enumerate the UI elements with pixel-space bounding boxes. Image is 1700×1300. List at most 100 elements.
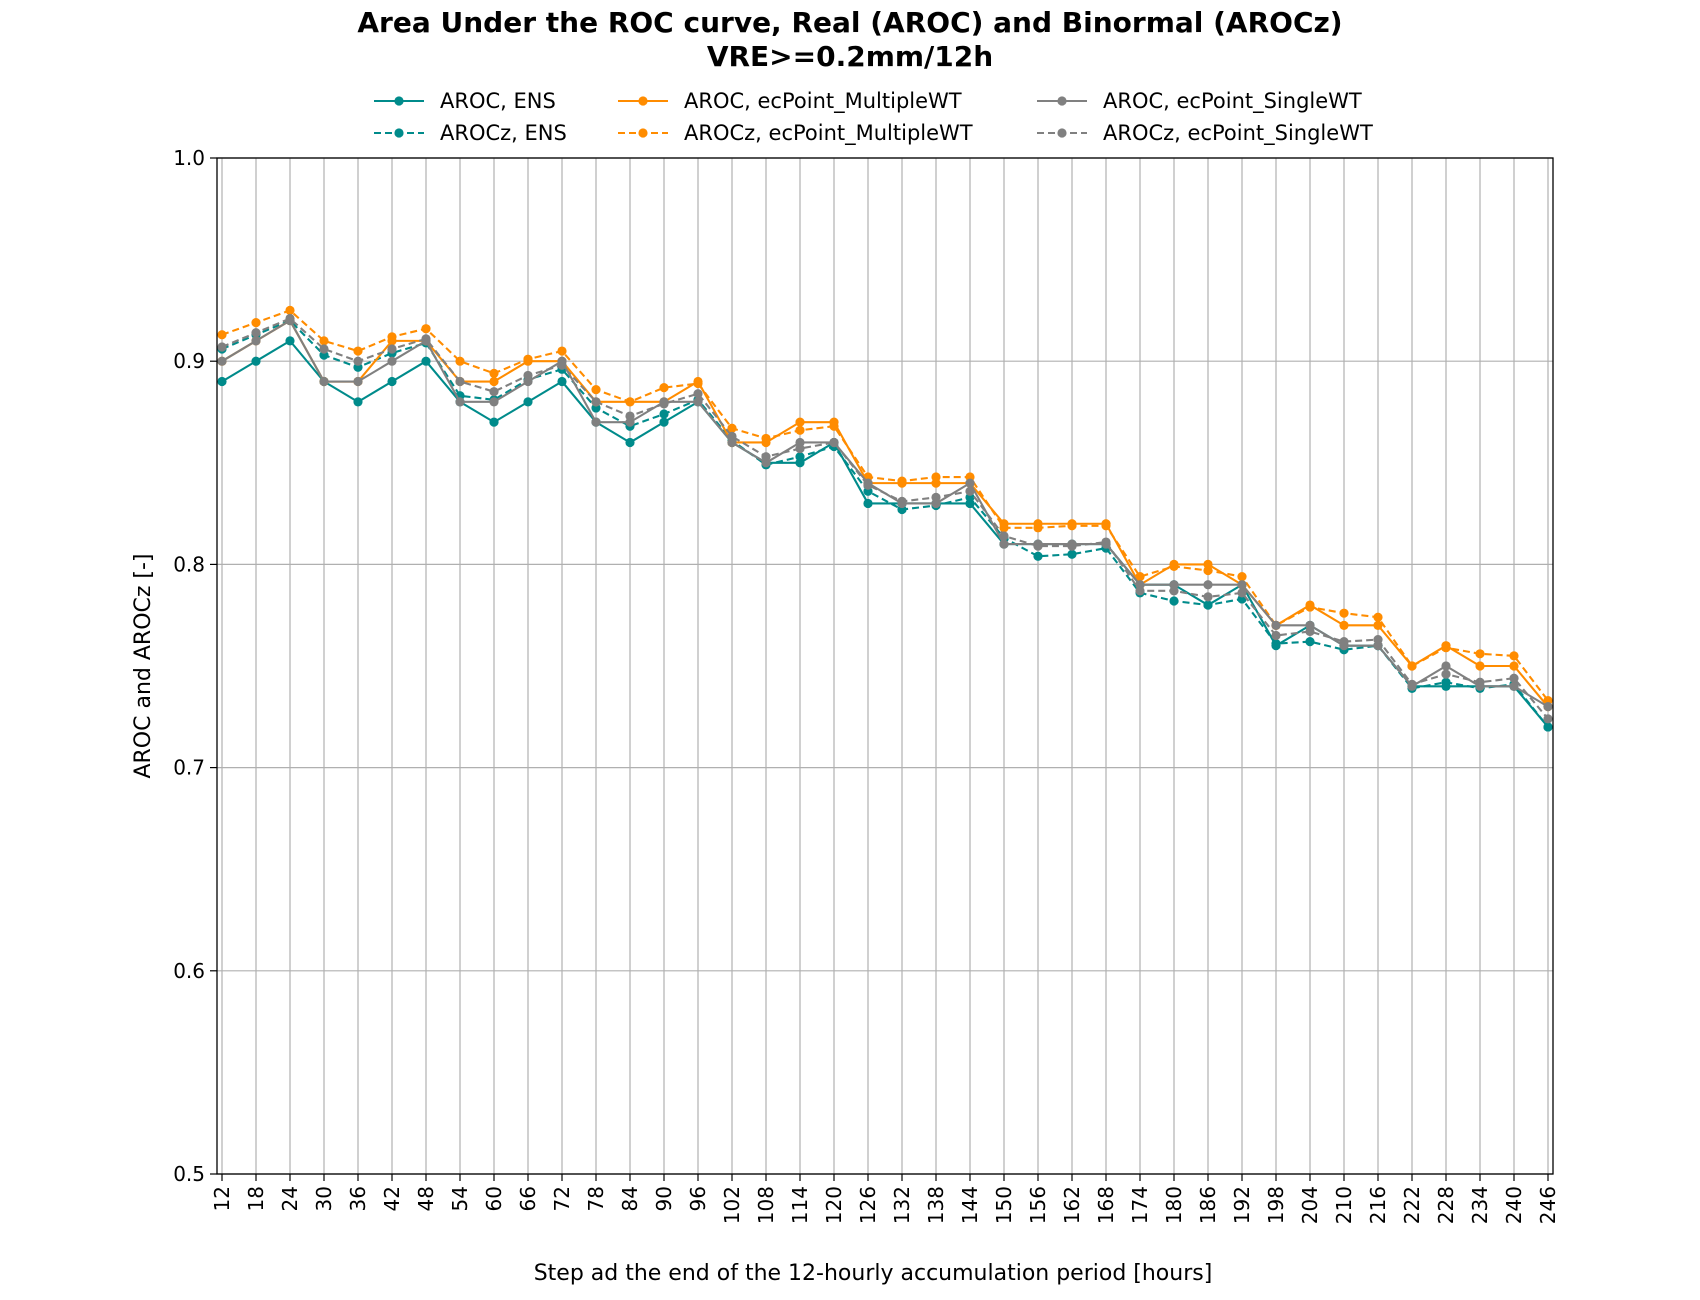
- legend: AROC, ENS AROCz, ENS AROC, ecPoint_Multipl…: [374, 89, 1373, 146]
- x-tick-label: 120: [822, 1186, 846, 1224]
- data-point: [421, 324, 431, 334]
- data-point: [897, 496, 907, 507]
- legend-marker: [638, 128, 648, 138]
- data-point: [217, 356, 227, 366]
- legend-item: AROCz, ENS: [374, 121, 567, 145]
- legend-item: AROCz, ecPoint_MultipleWT: [618, 121, 973, 146]
- legend-label: AROC, ENS: [440, 89, 556, 113]
- legend-label: AROCz, ecPoint_MultipleWT: [684, 121, 973, 146]
- data-point: [591, 417, 601, 427]
- data-point: [659, 399, 669, 409]
- data-point: [523, 397, 533, 407]
- data-point: [1509, 673, 1519, 683]
- series-line: [221, 339, 1549, 728]
- data-point: [557, 360, 567, 370]
- data-point: [1067, 549, 1077, 559]
- data-point: [693, 397, 703, 407]
- legend-marker: [1057, 128, 1067, 138]
- data-point: [285, 336, 295, 346]
- data-point: [489, 376, 499, 387]
- x-tick-label: 60: [482, 1186, 506, 1211]
- x-tick-label: 144: [958, 1186, 982, 1224]
- legend-marker: [394, 128, 404, 138]
- data-point: [1441, 669, 1451, 679]
- x-tick-label: 204: [1298, 1186, 1322, 1224]
- plot-frame: [216, 157, 1554, 1175]
- data-point: [353, 376, 363, 387]
- x-tick-label: 240: [1502, 1186, 1526, 1224]
- data-point: [387, 356, 397, 366]
- data-point: [455, 376, 465, 387]
- data-point: [1203, 565, 1213, 576]
- data-point: [285, 305, 295, 315]
- data-point: [693, 378, 703, 389]
- data-point: [1067, 541, 1077, 551]
- series-2: [217, 315, 1553, 712]
- legend-label: AROC, ecPoint_SingleWT: [1103, 89, 1362, 114]
- data-point: [965, 486, 975, 496]
- data-point: [693, 389, 703, 399]
- legend-item: AROC, ecPoint_MultipleWT: [618, 89, 962, 114]
- data-point: [319, 376, 329, 387]
- data-point: [1271, 620, 1281, 630]
- data-point: [1509, 661, 1519, 671]
- x-tick-label: 222: [1400, 1186, 1424, 1224]
- data-point: [863, 480, 873, 490]
- x-tick-label: 186: [1196, 1186, 1220, 1224]
- data-point: [625, 437, 635, 448]
- series-1: [217, 315, 1553, 732]
- y-axis-label: AROC and AROCz [-]: [131, 553, 156, 778]
- x-tick-label: 18: [244, 1186, 268, 1211]
- data-point: [761, 452, 771, 462]
- y-tick-label: 0.5: [173, 1162, 205, 1186]
- x-axis-label: Step ad the end of the 12-hourly accumul…: [534, 1261, 1213, 1286]
- data-point: [489, 417, 499, 427]
- data-point: [1203, 580, 1213, 590]
- x-tick-label: 78: [584, 1186, 608, 1211]
- data-point: [1305, 602, 1315, 612]
- x-tick-label: 192: [1230, 1186, 1254, 1224]
- data-point: [217, 330, 227, 340]
- x-tick-label: 102: [720, 1186, 744, 1224]
- data-point: [863, 498, 873, 509]
- data-point: [319, 344, 329, 354]
- legend-label: AROC, ecPoint_MultipleWT: [684, 89, 962, 114]
- legend-marker: [638, 96, 648, 106]
- data-point: [387, 376, 397, 387]
- x-tick-label: 126: [856, 1186, 880, 1224]
- data-point: [387, 332, 397, 342]
- data-point: [1169, 596, 1179, 606]
- data-point: [1509, 651, 1519, 661]
- x-tick-label: 228: [1434, 1186, 1458, 1224]
- data-point: [1305, 637, 1315, 647]
- x-tick-label: 180: [1162, 1186, 1186, 1224]
- x-tick-label: 210: [1332, 1186, 1356, 1224]
- series-line: [221, 309, 1549, 702]
- data-point: [659, 409, 669, 419]
- data-point: [761, 433, 771, 444]
- data-point: [1101, 521, 1111, 531]
- data-point: [217, 376, 227, 387]
- data-point: [1203, 600, 1213, 610]
- data-point: [999, 523, 1009, 533]
- x-tick-label: 132: [890, 1186, 914, 1224]
- data-point: [795, 452, 805, 462]
- x-tick-label: 150: [992, 1186, 1016, 1224]
- data-point: [1339, 608, 1349, 618]
- data-point: [251, 336, 261, 346]
- grid: [217, 157, 1553, 1175]
- data-point: [1441, 661, 1451, 671]
- data-point: [1339, 620, 1349, 630]
- data-point: [421, 334, 431, 344]
- data-point: [795, 443, 805, 454]
- y-tick-label: 0.8: [173, 552, 205, 576]
- data-point: [659, 417, 669, 427]
- data-point: [523, 370, 533, 381]
- x-tick-label: 90: [652, 1186, 676, 1211]
- data-point: [829, 437, 839, 448]
- data-point: [353, 346, 363, 356]
- x-tick-label: 48: [414, 1186, 438, 1211]
- x-tick-label: 114: [788, 1186, 812, 1224]
- x-tick-label: 108: [754, 1186, 778, 1224]
